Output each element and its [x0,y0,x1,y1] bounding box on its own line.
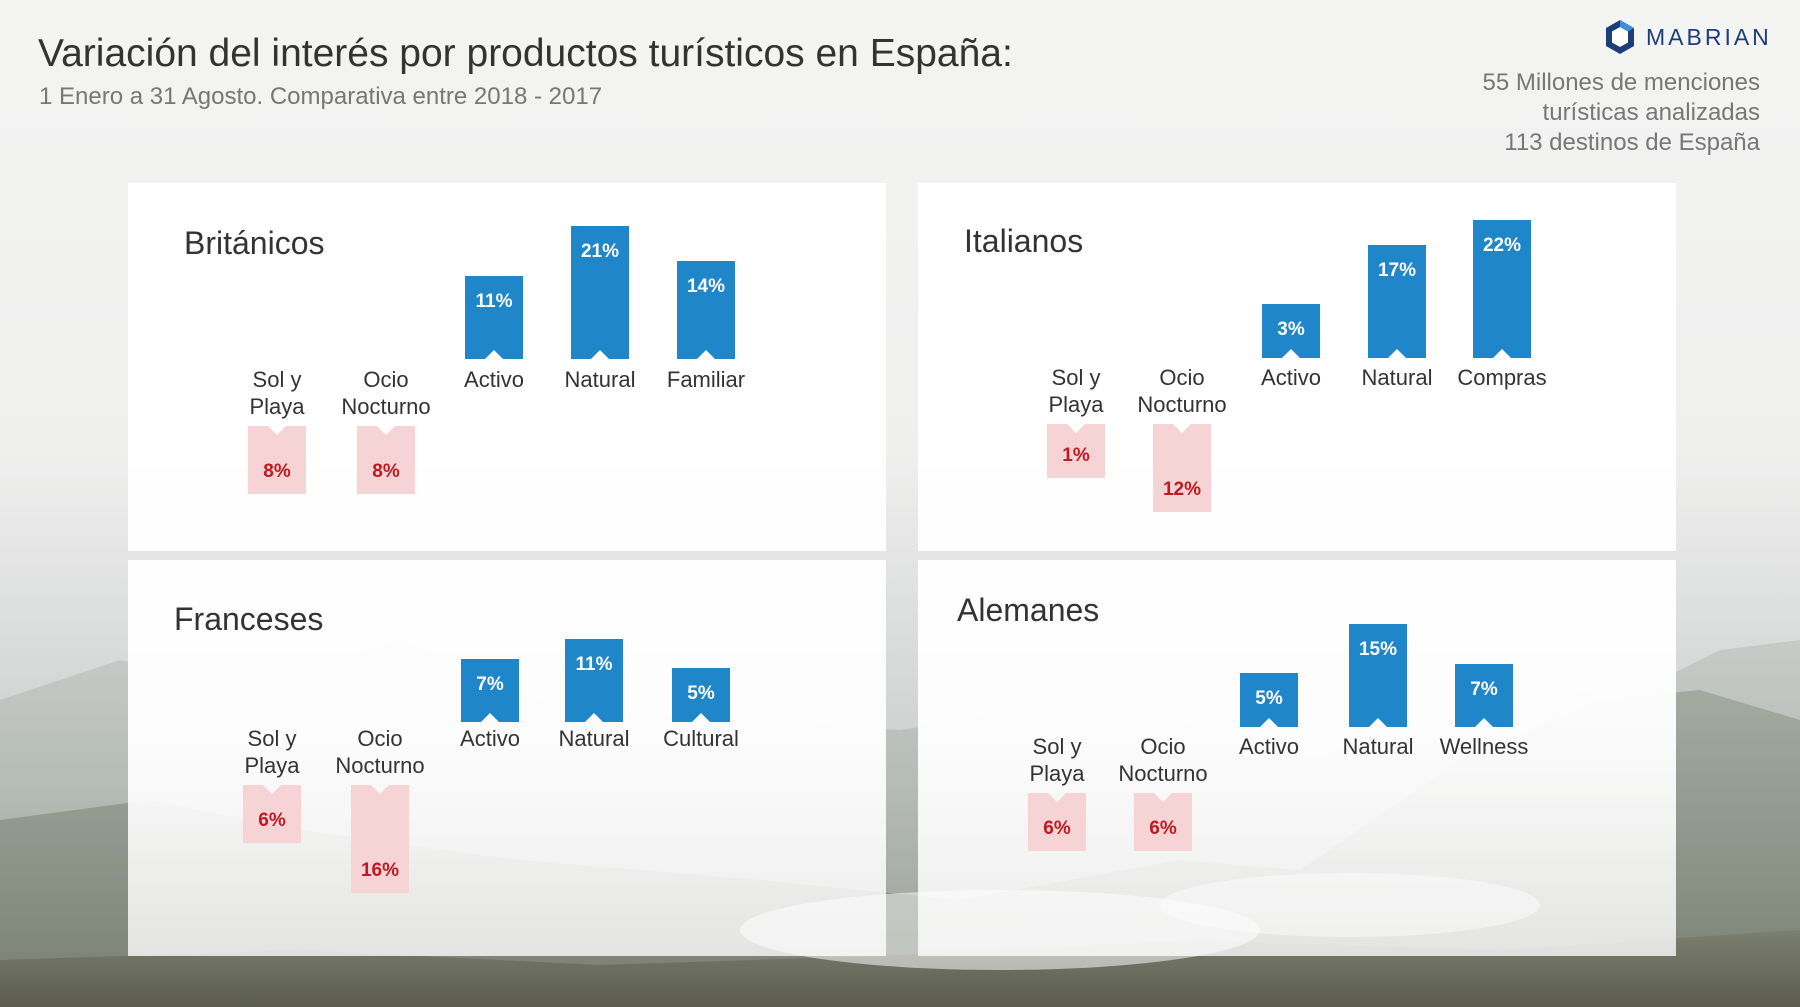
bar-positive [672,668,730,722]
bar-negative [1028,793,1086,851]
chart-title: Franceses [174,601,323,637]
chart-title: Alemanes [957,592,1099,628]
bar-positive [1262,304,1320,358]
data-label: 21% [581,241,619,262]
data-label: 1% [1062,445,1090,466]
bar-positive [1368,245,1426,358]
category-label: Playa [1029,761,1085,786]
category-label: Nocturno [341,394,430,419]
data-label: 6% [1149,818,1177,839]
category-label: Natural [565,367,636,392]
category-label: Ocio [363,367,408,392]
category-label: Compras [1457,365,1546,390]
category-label: Playa [249,394,305,419]
category-label: Sol y [253,367,302,392]
category-label: Natural [1362,365,1433,390]
data-label: 6% [1043,818,1071,839]
bar-positive [465,276,523,359]
chart-title: Italianos [964,223,1083,259]
bar-positive [571,226,629,359]
data-label: 5% [1255,688,1283,709]
data-label: 7% [1470,679,1498,700]
category-label: Nocturno [335,753,424,778]
bar-positive [1455,664,1513,727]
category-label: Familiar [667,367,745,392]
category-label: Ocio [1140,734,1185,759]
category-label: Nocturno [1118,761,1207,786]
data-label: 14% [687,276,725,297]
bar-negative [351,785,409,893]
category-label: Ocio [357,726,402,751]
category-label: Activo [1261,365,1321,390]
panel-italianos [918,183,1676,551]
data-label: 11% [576,654,613,675]
category-label: Activo [464,367,524,392]
data-label: 6% [258,810,286,831]
category-label: Natural [1343,734,1414,759]
data-label: 16% [361,860,399,881]
bar-positive [1240,673,1298,727]
logo-text: MABRIAN [1646,23,1772,50]
bar-negative [1153,424,1211,512]
category-label: Sol y [1033,734,1082,759]
category-label: Ocio [1159,365,1204,390]
data-label: 15% [1359,639,1397,660]
data-label: 8% [372,461,400,482]
data-label: 3% [1277,319,1305,340]
bar-positive [677,261,735,359]
category-label: Sol y [248,726,297,751]
category-label: Cultural [663,726,739,751]
category-label: Activo [460,726,520,751]
bar-negative [243,785,301,843]
data-label: 12% [1163,479,1201,500]
bar-negative [248,426,306,494]
page-subtitle: 1 Enero a 31 Agosto. Comparativa entre 2… [39,83,603,110]
category-label: Playa [244,753,300,778]
category-label: Wellness [1440,734,1529,759]
data-label: 5% [687,683,715,704]
bar-negative [357,426,415,494]
stats-block: 55 Millones de menciones turísticas anal… [1483,68,1761,158]
bar-negative [1047,424,1105,478]
stats-line-analyzed: turísticas analizadas [1542,99,1760,126]
mabrian-logo: MABRIAN [1604,19,1772,55]
stats-line-mentions: 55 Millones de menciones [1482,69,1761,96]
category-label: Nocturno [1137,392,1226,417]
page-title: Variación del interés por productos turí… [38,32,1013,75]
bar-positive [565,639,623,722]
stats-line-destinations: 113 destinos de España [1504,129,1760,156]
bar-negative [1134,793,1192,851]
bar-positive [1473,220,1531,358]
data-label: 22% [1483,235,1521,256]
data-label: 17% [1378,260,1416,281]
panel-alemanes [918,560,1676,956]
category-label: Activo [1239,734,1299,759]
category-label: Playa [1048,392,1104,417]
chart-title: Británicos [184,225,325,261]
hexagon-logo-icon [1606,20,1634,54]
category-label: Natural [559,726,630,751]
bar-positive [461,659,519,722]
category-label: Sol y [1052,365,1101,390]
data-label: 11% [476,291,513,312]
data-label: 7% [476,674,504,695]
bar-positive [1349,624,1407,727]
data-label: 8% [263,461,291,482]
panel-franceses [128,560,886,956]
